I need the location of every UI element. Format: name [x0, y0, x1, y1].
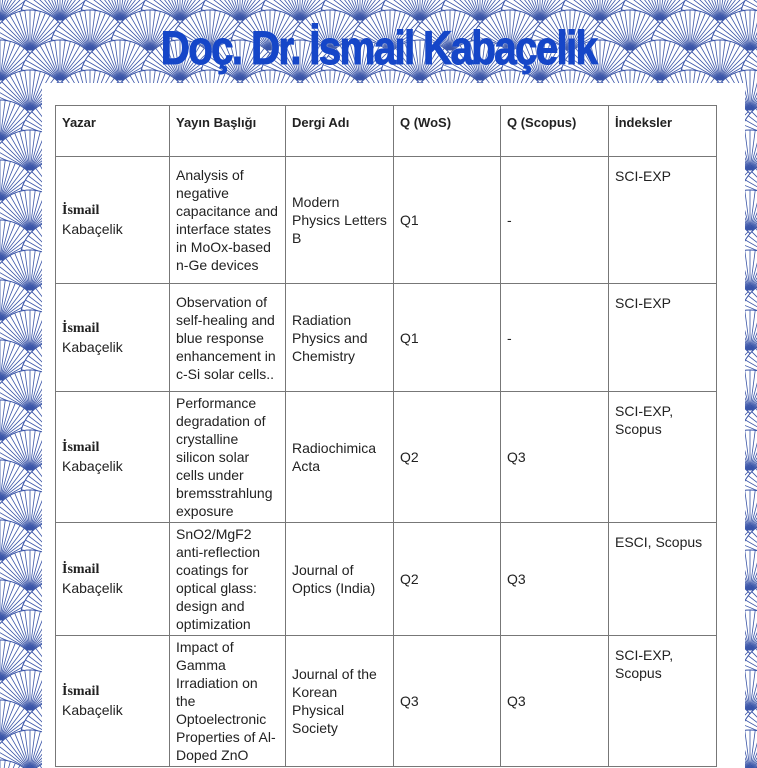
index-cell: SCI-EXP: [608, 283, 717, 392]
wos-cell: Q3: [393, 635, 501, 767]
journal-cell: Journal of Optics (India): [285, 522, 394, 636]
wos-cell: Q2: [393, 391, 501, 523]
scopus-cell: -: [500, 283, 609, 392]
journal-cell: Modern Physics Letters B: [285, 156, 394, 284]
page-title: Doç. Dr. İsmail Kabaçelik: [160, 21, 598, 75]
journal-cell: Radiation Physics and Chemistry: [285, 283, 394, 392]
title-cell: Impact of Gamma Irradiation on the Optoe…: [169, 635, 286, 767]
wos-cell: Q1: [393, 156, 501, 284]
author-last: Kabaçelik: [62, 458, 123, 474]
wos-cell: Q1: [393, 283, 501, 392]
header-index: İndeksler: [608, 105, 717, 157]
author-last: Kabaçelik: [62, 580, 123, 596]
author-last: Kabaçelik: [62, 702, 123, 718]
author-first: İsmail: [62, 440, 100, 455]
header-author: Yazar: [55, 105, 170, 157]
author-cell: İsmail Kabaçelik: [55, 156, 170, 284]
scopus-cell: Q3: [500, 635, 609, 767]
index-cell: SCI-EXP, Scopus: [608, 635, 717, 767]
title-cell: Performance degradation of crystalline s…: [169, 391, 286, 523]
scopus-cell: Q3: [500, 522, 609, 636]
table-row: İsmail Kabaçelik Analysis of negative cap…: [55, 156, 717, 284]
table-row: İsmail Kabaçelik Observation of self-heal…: [55, 283, 717, 392]
author-first: İsmail: [62, 684, 100, 699]
journal-cell: Radiochimica Acta: [285, 391, 394, 523]
scopus-cell: -: [500, 156, 609, 284]
author-last: Kabaçelik: [62, 221, 123, 237]
wos-cell: Q2: [393, 522, 501, 636]
table-row: İsmail Kabaçelik Impact of Gamma Irradiat…: [55, 635, 717, 767]
title-cell: SnO2/MgF2 anti-reflection coatings for o…: [169, 522, 286, 636]
header-title: Yayın Başlığı: [169, 105, 286, 157]
author-first: İsmail: [62, 203, 100, 218]
author-last: Kabaçelik: [62, 338, 123, 355]
author-cell: İsmail Kabaçelik: [55, 522, 170, 636]
scopus-cell: Q3: [500, 391, 609, 523]
journal-cell: Journal of the Korean Physical Society: [285, 635, 394, 767]
author-cell: İsmail Kabaçelik: [55, 283, 170, 392]
index-cell: SCI-EXP: [608, 156, 717, 284]
index-cell: SCI-EXP, Scopus: [608, 391, 717, 523]
author-first: İsmail: [62, 562, 100, 577]
publications-table: Yazar Yayın Başlığı Dergi Adı Q (WoS) Q …: [55, 105, 717, 767]
author-cell: İsmail Kabaçelik: [55, 635, 170, 767]
header-scopus: Q (Scopus): [500, 105, 609, 157]
title-cell: Observation of self-healing and blue res…: [169, 283, 286, 392]
table-row: İsmail Kabaçelik Performance degradation …: [55, 391, 717, 523]
table-row: İsmail Kabaçelik SnO2/MgF2 anti-reflectio…: [55, 522, 717, 636]
table-header-row: Yazar Yayın Başlığı Dergi Adı Q (WoS) Q …: [55, 105, 717, 157]
author-cell: İsmail Kabaçelik: [55, 391, 170, 523]
header-journal: Dergi Adı: [285, 105, 394, 157]
header-wos: Q (WoS): [393, 105, 501, 157]
title-cell: Analysis of negative capacitance and int…: [169, 156, 286, 284]
index-cell: ESCI, Scopus: [608, 522, 717, 636]
author-first: İsmail: [62, 320, 100, 336]
